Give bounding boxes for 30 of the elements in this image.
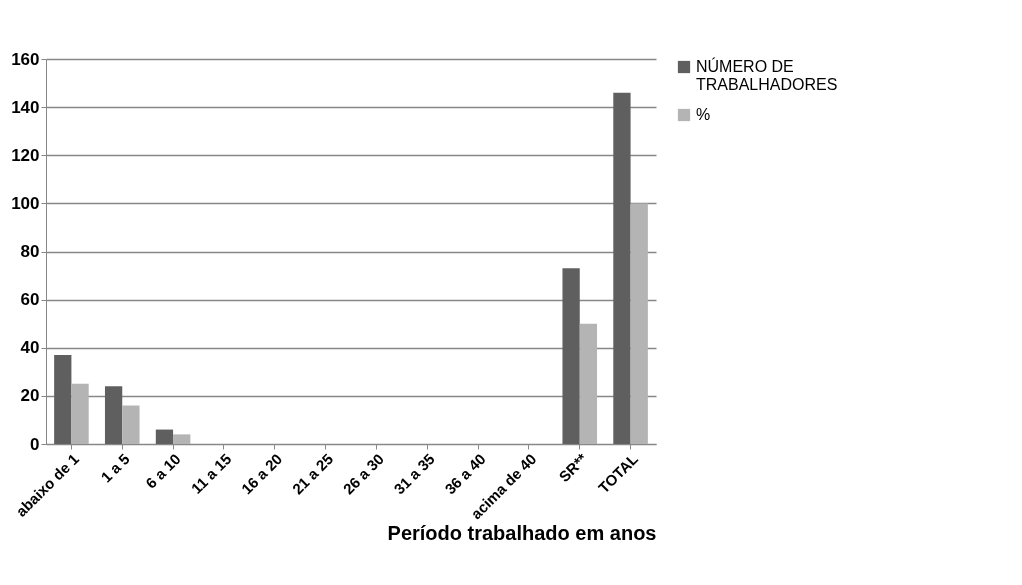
x-tick-label: 21 a 25 [288, 450, 337, 498]
y-tick-label: 0 [30, 434, 40, 454]
y-tick-label: 140 [11, 97, 40, 117]
x-axis-title: Período trabalhado em anos [387, 522, 657, 545]
bar [104, 386, 123, 444]
x-tick-label: 1 a 5 [97, 450, 133, 486]
y-tick-label: 80 [20, 242, 40, 261]
bar [173, 434, 191, 444]
x-tick-label: 11 a 15 [187, 450, 235, 497]
legend-label: NÚMERO DE TRABALHADORES [696, 57, 838, 93]
bar [155, 429, 174, 444]
bar [122, 405, 140, 444]
y-tick-label: 160 [11, 49, 40, 69]
bar [54, 354, 72, 444]
y-tick-label: 100 [11, 193, 40, 213]
bar [613, 92, 631, 444]
x-tick-label: 6 a 10 [142, 450, 184, 492]
y-tick-label: 120 [11, 145, 40, 165]
y-tick-label: 40 [20, 338, 40, 358]
bar [579, 323, 598, 444]
bar [630, 203, 648, 444]
x-tick-label: 26 a 30 [339, 450, 388, 498]
bar [71, 383, 89, 444]
x-tick-label: 36 a 40 [441, 450, 489, 498]
x-tick-label: 16 a 20 [237, 450, 286, 498]
bar [562, 268, 580, 444]
x-tick-label: 31 a 35 [390, 450, 438, 498]
legend-label: % [696, 106, 711, 123]
y-tick-label: 60 [20, 290, 40, 310]
y-tick-label: 20 [20, 386, 40, 406]
